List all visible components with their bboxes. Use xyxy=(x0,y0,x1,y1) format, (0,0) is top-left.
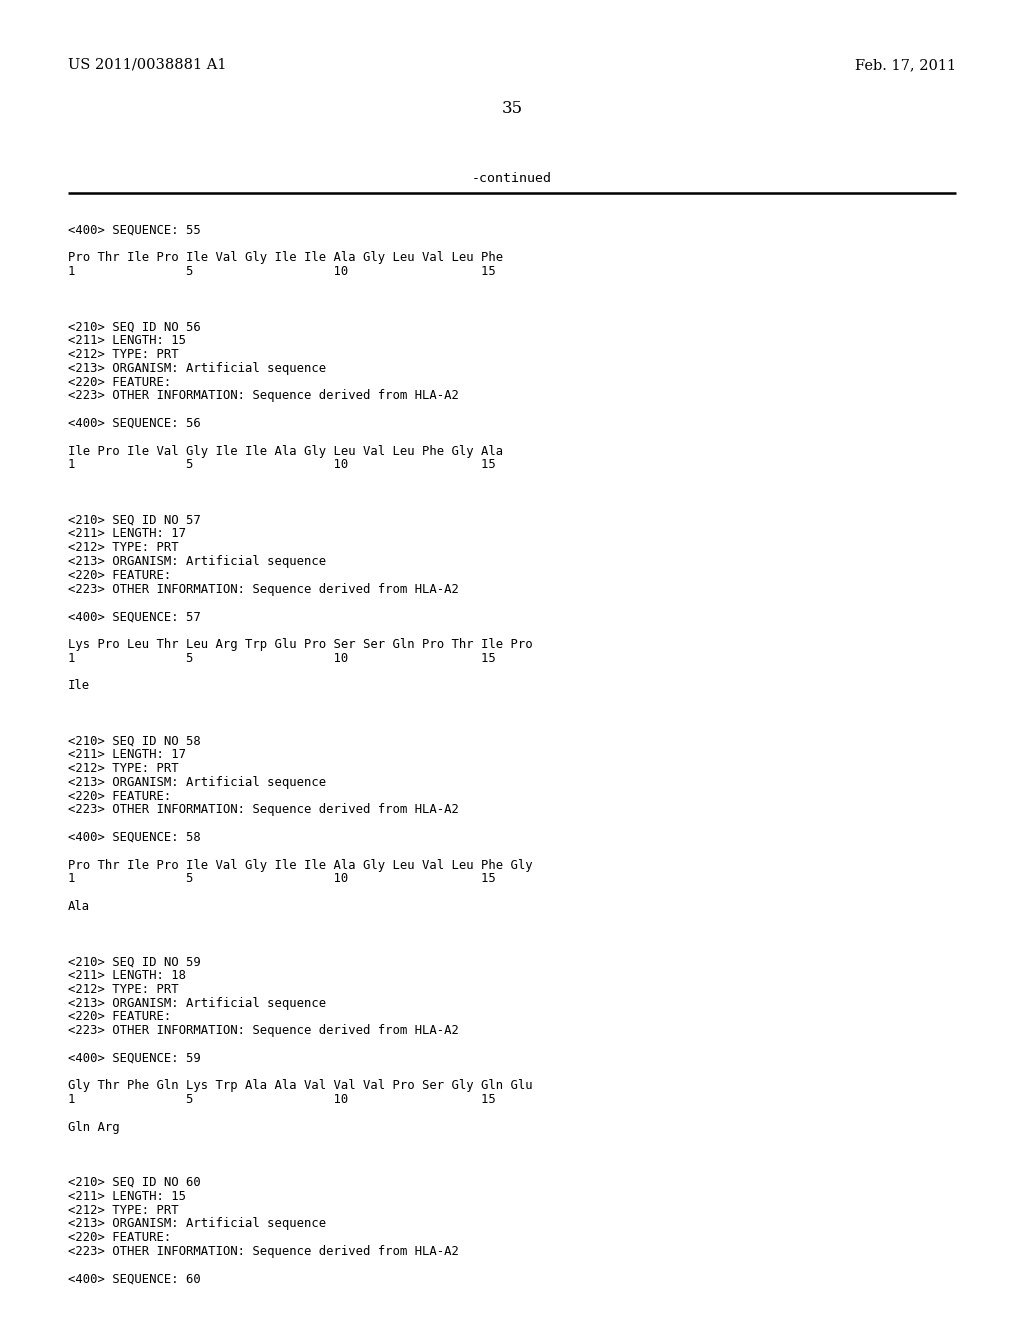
Text: <212> TYPE: PRT: <212> TYPE: PRT xyxy=(68,1204,178,1217)
Text: <213> ORGANISM: Artificial sequence: <213> ORGANISM: Artificial sequence xyxy=(68,1217,326,1230)
Text: 1               5                   10                  15: 1 5 10 15 xyxy=(68,458,496,471)
Text: <211> LENGTH: 15: <211> LENGTH: 15 xyxy=(68,1189,186,1203)
Text: <213> ORGANISM: Artificial sequence: <213> ORGANISM: Artificial sequence xyxy=(68,997,326,1010)
Text: <220> FEATURE:: <220> FEATURE: xyxy=(68,789,171,803)
Text: <223> OTHER INFORMATION: Sequence derived from HLA-A2: <223> OTHER INFORMATION: Sequence derive… xyxy=(68,582,459,595)
Text: <223> OTHER INFORMATION: Sequence derived from HLA-A2: <223> OTHER INFORMATION: Sequence derive… xyxy=(68,1245,459,1258)
Text: <400> SEQUENCE: 57: <400> SEQUENCE: 57 xyxy=(68,610,201,623)
Text: <223> OTHER INFORMATION: Sequence derived from HLA-A2: <223> OTHER INFORMATION: Sequence derive… xyxy=(68,389,459,403)
Text: <213> ORGANISM: Artificial sequence: <213> ORGANISM: Artificial sequence xyxy=(68,554,326,568)
Text: <213> ORGANISM: Artificial sequence: <213> ORGANISM: Artificial sequence xyxy=(68,776,326,789)
Text: <220> FEATURE:: <220> FEATURE: xyxy=(68,1010,171,1023)
Text: <210> SEQ ID NO 58: <210> SEQ ID NO 58 xyxy=(68,734,201,747)
Text: Pro Thr Ile Pro Ile Val Gly Ile Ile Ala Gly Leu Val Leu Phe Gly: Pro Thr Ile Pro Ile Val Gly Ile Ile Ala … xyxy=(68,858,532,871)
Text: Ile: Ile xyxy=(68,680,90,692)
Text: <400> SEQUENCE: 56: <400> SEQUENCE: 56 xyxy=(68,417,201,430)
Text: Ala: Ala xyxy=(68,900,90,913)
Text: 1               5                   10                  15: 1 5 10 15 xyxy=(68,652,496,664)
Text: <212> TYPE: PRT: <212> TYPE: PRT xyxy=(68,983,178,995)
Text: -continued: -continued xyxy=(472,172,552,185)
Text: <223> OTHER INFORMATION: Sequence derived from HLA-A2: <223> OTHER INFORMATION: Sequence derive… xyxy=(68,1024,459,1038)
Text: <400> SEQUENCE: 59: <400> SEQUENCE: 59 xyxy=(68,1052,201,1065)
Text: <223> OTHER INFORMATION: Sequence derived from HLA-A2: <223> OTHER INFORMATION: Sequence derive… xyxy=(68,804,459,816)
Text: <400> SEQUENCE: 58: <400> SEQUENCE: 58 xyxy=(68,832,201,843)
Text: Pro Thr Ile Pro Ile Val Gly Ile Ile Ala Gly Leu Val Leu Phe: Pro Thr Ile Pro Ile Val Gly Ile Ile Ala … xyxy=(68,251,503,264)
Text: Lys Pro Leu Thr Leu Arg Trp Glu Pro Ser Ser Gln Pro Thr Ile Pro: Lys Pro Leu Thr Leu Arg Trp Glu Pro Ser … xyxy=(68,638,532,651)
Text: 35: 35 xyxy=(502,100,522,117)
Text: Feb. 17, 2011: Feb. 17, 2011 xyxy=(855,58,956,73)
Text: <212> TYPE: PRT: <212> TYPE: PRT xyxy=(68,541,178,554)
Text: <212> TYPE: PRT: <212> TYPE: PRT xyxy=(68,762,178,775)
Text: <400> SEQUENCE: 60: <400> SEQUENCE: 60 xyxy=(68,1272,201,1286)
Text: <210> SEQ ID NO 59: <210> SEQ ID NO 59 xyxy=(68,956,201,968)
Text: <210> SEQ ID NO 57: <210> SEQ ID NO 57 xyxy=(68,513,201,527)
Text: 1               5                   10                  15: 1 5 10 15 xyxy=(68,1093,496,1106)
Text: <210> SEQ ID NO 60: <210> SEQ ID NO 60 xyxy=(68,1176,201,1189)
Text: <211> LENGTH: 15: <211> LENGTH: 15 xyxy=(68,334,186,347)
Text: <211> LENGTH: 17: <211> LENGTH: 17 xyxy=(68,528,186,540)
Text: 1               5                   10                  15: 1 5 10 15 xyxy=(68,873,496,886)
Text: <212> TYPE: PRT: <212> TYPE: PRT xyxy=(68,348,178,360)
Text: <210> SEQ ID NO 56: <210> SEQ ID NO 56 xyxy=(68,321,201,334)
Text: <211> LENGTH: 17: <211> LENGTH: 17 xyxy=(68,748,186,762)
Text: US 2011/0038881 A1: US 2011/0038881 A1 xyxy=(68,58,226,73)
Text: <400> SEQUENCE: 55: <400> SEQUENCE: 55 xyxy=(68,224,201,236)
Text: <211> LENGTH: 18: <211> LENGTH: 18 xyxy=(68,969,186,982)
Text: Ile Pro Ile Val Gly Ile Ile Ala Gly Leu Val Leu Phe Gly Ala: Ile Pro Ile Val Gly Ile Ile Ala Gly Leu … xyxy=(68,445,503,458)
Text: <220> FEATURE:: <220> FEATURE: xyxy=(68,569,171,582)
Text: <213> ORGANISM: Artificial sequence: <213> ORGANISM: Artificial sequence xyxy=(68,362,326,375)
Text: Gly Thr Phe Gln Lys Trp Ala Ala Val Val Val Pro Ser Gly Gln Glu: Gly Thr Phe Gln Lys Trp Ala Ala Val Val … xyxy=(68,1080,532,1093)
Text: <220> FEATURE:: <220> FEATURE: xyxy=(68,376,171,388)
Text: <220> FEATURE:: <220> FEATURE: xyxy=(68,1232,171,1245)
Text: Gln Arg: Gln Arg xyxy=(68,1121,120,1134)
Text: 1               5                   10                  15: 1 5 10 15 xyxy=(68,265,496,279)
